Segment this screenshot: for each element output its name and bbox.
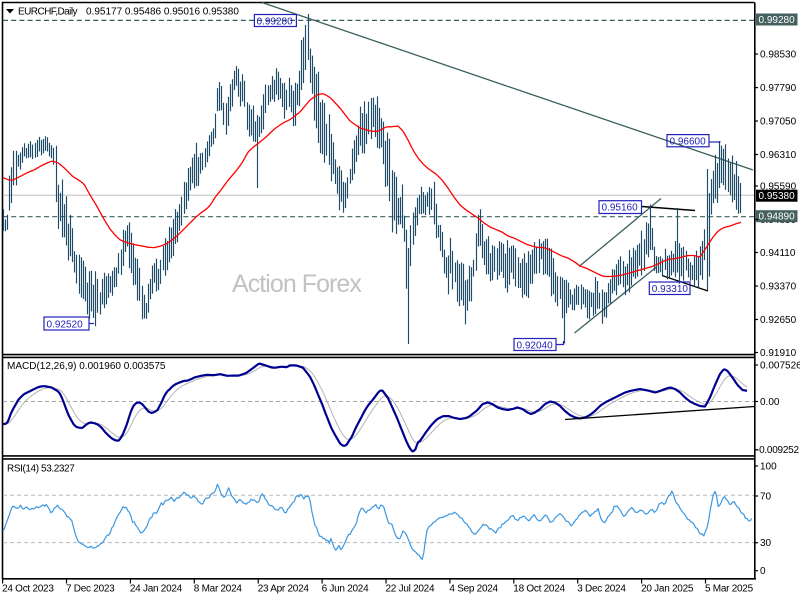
- svg-text:0.007526: 0.007526: [760, 361, 800, 372]
- svg-text:20 Jan 2025: 20 Jan 2025: [641, 584, 694, 595]
- svg-text:0: 0: [760, 566, 766, 577]
- svg-text:0.91910: 0.91910: [760, 348, 797, 359]
- svg-text:6 Jun 2024: 6 Jun 2024: [322, 584, 369, 595]
- svg-text:0.95160: 0.95160: [602, 203, 639, 214]
- svg-text:0.97050: 0.97050: [760, 117, 797, 128]
- svg-text:30: 30: [760, 538, 772, 549]
- svg-text:0.95590: 0.95590: [760, 182, 797, 193]
- svg-text:0.93370: 0.93370: [760, 282, 797, 293]
- svg-text:5 Mar 2025: 5 Mar 2025: [705, 584, 754, 595]
- svg-text:MACD(12,26,9) 0.001960 0.00357: MACD(12,26,9) 0.001960 0.003575: [7, 361, 166, 372]
- svg-text:0.97790: 0.97790: [760, 83, 797, 94]
- svg-text:0.92520: 0.92520: [47, 319, 84, 330]
- svg-text:24 Jan 2024: 24 Jan 2024: [130, 584, 183, 595]
- svg-text:22 Jul 2024: 22 Jul 2024: [386, 584, 435, 595]
- svg-text:0.98530: 0.98530: [760, 50, 797, 61]
- svg-text:0.92040: 0.92040: [517, 340, 554, 351]
- svg-text:3 Dec 2024: 3 Dec 2024: [577, 584, 626, 595]
- svg-text:0.95177 0.95486 0.95016 0.9538: 0.95177 0.95486 0.95016 0.95380: [86, 6, 239, 17]
- svg-text:8 Mar 2024: 8 Mar 2024: [194, 584, 243, 595]
- svg-text:0.94110: 0.94110: [760, 248, 796, 259]
- svg-text:24 Oct 2023: 24 Oct 2023: [2, 584, 54, 595]
- svg-text:0.95380: 0.95380: [759, 191, 796, 202]
- svg-text:0.96600: 0.96600: [670, 136, 707, 147]
- svg-text:0.99280: 0.99280: [759, 15, 796, 26]
- svg-text:0.94890: 0.94890: [759, 212, 796, 223]
- svg-text:-0.009252: -0.009252: [756, 445, 799, 456]
- svg-text:18 Oct 2024: 18 Oct 2024: [513, 584, 565, 595]
- svg-text:7 Dec 2023: 7 Dec 2023: [66, 584, 115, 595]
- svg-text:0.00: 0.00: [760, 397, 780, 408]
- svg-text:EURCHF,Daily: EURCHF,Daily: [18, 6, 78, 17]
- svg-text:100: 100: [760, 462, 777, 473]
- svg-text:0.92650: 0.92650: [760, 315, 797, 326]
- svg-text:70: 70: [760, 492, 772, 503]
- svg-text:4 Sep 2024: 4 Sep 2024: [449, 584, 498, 595]
- svg-text:0.99280: 0.99280: [257, 16, 294, 27]
- svg-text:23 Apr 2024: 23 Apr 2024: [258, 584, 310, 595]
- svg-text:0.93310: 0.93310: [652, 284, 689, 295]
- svg-text:0.96310: 0.96310: [760, 150, 797, 161]
- svg-text:Action Forex: Action Forex: [232, 270, 362, 298]
- svg-text:RSI(14) 53.2327: RSI(14) 53.2327: [7, 463, 75, 474]
